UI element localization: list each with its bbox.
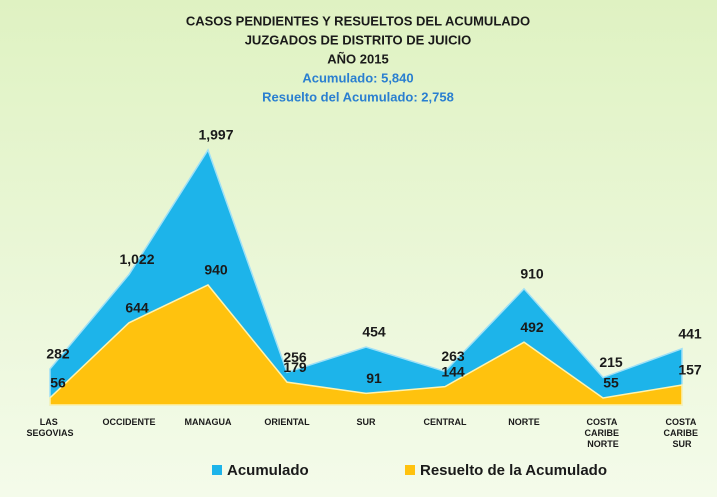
chart-title: CASOS PENDIENTES Y RESUELTOS DEL ACUMULA… [186, 13, 530, 28]
data-label: 910 [520, 266, 544, 282]
x-tick-label: MANAGUA [185, 417, 232, 427]
legend-label: Resuelto de la Acumulado [420, 462, 607, 479]
data-label: 1,022 [119, 251, 154, 267]
x-tick-label: LAS SEGOVIAS [26, 417, 73, 438]
legend-swatch [212, 465, 222, 475]
legend-swatch [405, 465, 415, 475]
data-label: 144 [441, 363, 465, 379]
data-label: 263 [441, 348, 465, 364]
data-label: 55 [603, 375, 619, 391]
x-tick-label: ORIENTAL [264, 417, 310, 427]
chart-subtitle: Resuelto del Acumulado: 2,758 [262, 89, 454, 104]
x-tick-label: OCCIDENTE [102, 417, 155, 427]
data-label: 157 [678, 362, 702, 378]
chart-subtitle: Acumulado: 5,840 [302, 70, 413, 85]
data-label: 256 [283, 349, 307, 365]
x-tick-label: NORTE [508, 417, 540, 427]
data-label: 215 [599, 354, 623, 370]
data-label: 441 [678, 325, 702, 341]
data-label: 644 [125, 299, 149, 315]
data-label: 56 [50, 375, 66, 391]
chart-title: JUZGADOS DE DISTRITO DE JUICIO [245, 32, 472, 47]
data-label: 91 [366, 370, 382, 386]
chart-title: AÑO 2015 [327, 51, 388, 66]
x-tick-label: CENTRAL [424, 417, 467, 427]
data-label: 492 [520, 319, 544, 335]
data-label: 282 [46, 346, 70, 362]
data-label: 1,997 [198, 127, 233, 143]
area [49, 284, 683, 406]
data-label: 179 [283, 359, 307, 375]
data-label: 454 [362, 324, 386, 340]
data-label: 940 [204, 262, 228, 278]
x-tick-label: COSTA CARIBE SUR [663, 417, 700, 449]
x-tick-label: SUR [356, 417, 376, 427]
legend-label: Acumulado [227, 462, 309, 479]
x-tick-label: COSTA CARIBE NORTE [584, 417, 621, 449]
